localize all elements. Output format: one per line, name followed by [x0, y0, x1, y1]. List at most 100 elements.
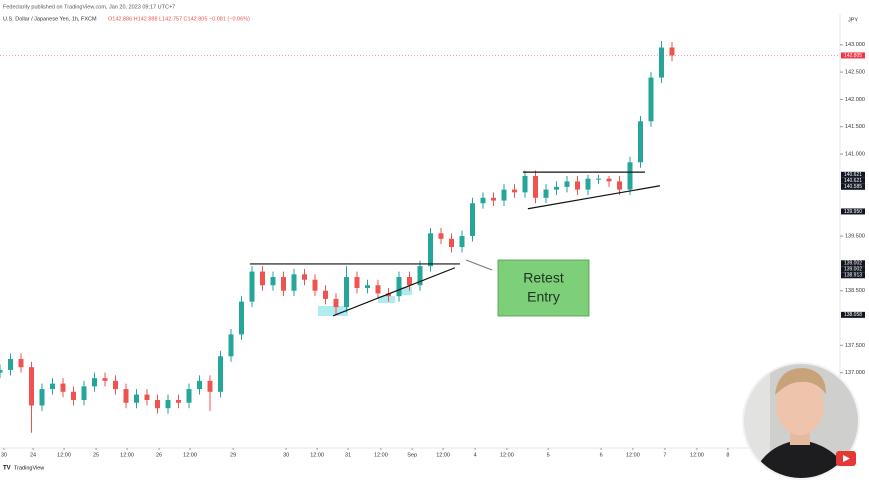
candle-body — [302, 274, 307, 280]
candle-body — [543, 189, 549, 198]
x-tick-label: 12:00 — [120, 452, 134, 458]
price-tag — [841, 272, 865, 279]
candle-body — [239, 301, 244, 335]
candle-body — [18, 359, 24, 368]
x-tick-label: 30 — [1, 452, 7, 458]
candle-body — [459, 236, 465, 247]
price-tag-label: 139.002 — [844, 267, 862, 273]
publisher: Fedeclarity published on TradingView.com… — [3, 4, 175, 10]
candle-body — [438, 233, 444, 239]
y-tick-label: 141.500 — [845, 124, 865, 130]
candle-body — [39, 389, 45, 406]
price-tag-label: 140.621 — [844, 178, 862, 184]
price-tag-label: 140.621 — [844, 172, 862, 178]
price-tag-label: 138.913 — [844, 273, 862, 279]
y-tick-label: 139.500 — [845, 234, 865, 240]
highlight — [397, 287, 412, 295]
candle-body — [533, 175, 538, 198]
candle-body — [165, 400, 171, 409]
price-tag-label: 139.002 — [844, 261, 862, 267]
candle-body — [260, 271, 265, 286]
candle-body — [344, 277, 349, 308]
candle-body — [123, 389, 129, 403]
x-tick-label: 12:00 — [374, 452, 388, 458]
price-tag-label: 140.585 — [844, 184, 862, 190]
x-tick-label: 4 — [474, 452, 477, 458]
candle-body — [155, 400, 160, 409]
candle-body — [501, 189, 507, 201]
x-tick-label: 26 — [156, 452, 162, 458]
candle-body — [554, 186, 559, 190]
candle-body — [638, 121, 643, 163]
currency: JPY — [848, 17, 858, 23]
pointer — [465, 259, 493, 271]
x-tick-label: Sep — [407, 452, 417, 458]
candle-body — [134, 394, 139, 403]
candle-body — [270, 277, 276, 286]
candle-body — [512, 189, 517, 193]
annotation-box — [497, 259, 590, 317]
candle-body — [617, 181, 622, 190]
candle-body — [627, 162, 633, 190]
logo-mark: TV — [3, 466, 11, 472]
candle-body — [596, 178, 601, 180]
y-tick-label: 142.500 — [845, 70, 865, 76]
candle-body — [50, 383, 55, 390]
x-tick-label: 29 — [230, 452, 236, 458]
candle-body — [386, 293, 391, 297]
candle-body — [71, 391, 76, 401]
ohlc: O142.886 H142.888 L142.757 C142.805 −0.0… — [108, 16, 250, 22]
candle-body — [0, 369, 3, 373]
candle-body — [564, 181, 570, 187]
candle-body — [312, 279, 318, 291]
y-tick-label: 143.000 — [845, 42, 865, 48]
price-tag — [841, 208, 865, 215]
candle-body — [60, 383, 66, 392]
x-tick-label: 12:00 — [690, 452, 704, 458]
x-tick-label: 12:00 — [57, 452, 71, 458]
candle-body — [365, 285, 370, 288]
candle-body — [113, 380, 118, 390]
candle-body — [218, 356, 223, 392]
price-tag-label: 142.805 — [844, 53, 862, 59]
x-tick-label: 31 — [345, 452, 351, 458]
play-icon — [843, 455, 850, 462]
candle-body — [144, 394, 150, 401]
candle-body — [176, 400, 181, 403]
candle-body — [323, 290, 328, 299]
drawing-line — [527, 185, 661, 210]
price-tag — [841, 177, 865, 184]
candle-body — [480, 197, 486, 204]
price-tag-label: 139.950 — [844, 209, 862, 215]
candle-body — [491, 197, 496, 201]
candle-body — [291, 274, 297, 291]
candle-body — [207, 380, 213, 392]
candle-body — [81, 386, 87, 401]
x-tick-label: 12:00 — [626, 452, 640, 458]
candle-body — [648, 77, 654, 122]
price-tags: 142.805140.621140.621140.585139.950139.0… — [0, 52, 865, 318]
highlight — [318, 306, 348, 316]
price-tag — [841, 52, 865, 59]
candle-body — [333, 298, 339, 308]
price-tag — [841, 171, 865, 178]
x-tick-label: 8 — [726, 452, 729, 458]
candle-body — [249, 271, 255, 302]
y-tick-label: 141.000 — [845, 152, 865, 158]
price-tag-label: 138.058 — [844, 312, 862, 318]
candle-body — [102, 378, 108, 381]
candle-body — [92, 378, 97, 387]
candle-body — [375, 285, 381, 294]
highlight — [378, 296, 395, 303]
symbol: U.S. Dollar / Japanese Yen, 1h, FXCM — [3, 16, 97, 22]
y-tick-label: 142.000 — [845, 97, 865, 103]
x-tick-label: 6 — [600, 452, 603, 458]
candle-body — [669, 47, 675, 56]
x-tick-label: 30 — [283, 452, 289, 458]
candle-body — [8, 359, 13, 370]
candle-body — [396, 277, 402, 297]
annotation-text: Entry — [527, 289, 560, 305]
x-tick-label: 12:00 — [436, 452, 450, 458]
x-tick-label: 25 — [93, 452, 99, 458]
